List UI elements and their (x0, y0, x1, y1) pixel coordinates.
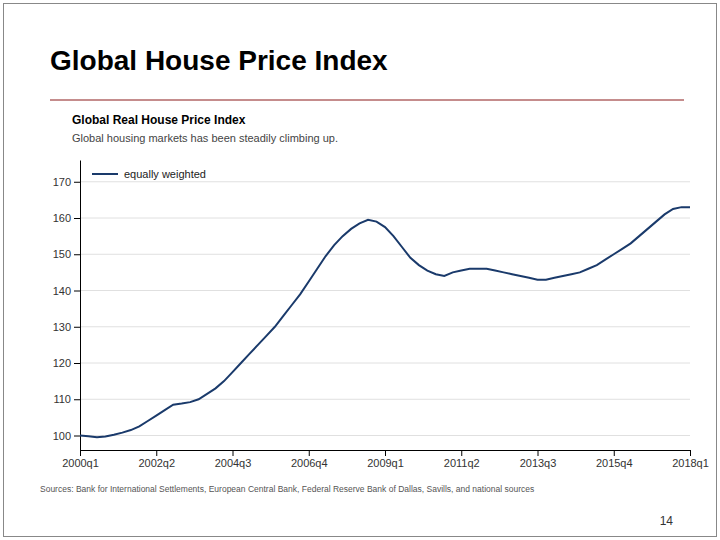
x-tick: 2011q2 (444, 450, 480, 469)
x-tick: 2004q3 (215, 450, 252, 469)
x-tick-mark (156, 450, 157, 456)
x-tick: 2006q4 (291, 450, 328, 469)
grid-line (80, 363, 690, 364)
y-tick-label: 130 (53, 321, 71, 333)
y-axis: 100 110 120 130 140 150 160 170 (53, 161, 81, 451)
x-tick-mark (614, 450, 615, 456)
y-tick-label: 160 (53, 212, 71, 224)
x-tick-mark (385, 450, 386, 456)
x-tick-label: 2011q2 (444, 457, 480, 469)
source-note: Sources: Bank for International Settleme… (40, 484, 534, 494)
x-tick: 2002q2 (138, 450, 175, 469)
y-tick: 130 (53, 321, 80, 333)
grid-line (80, 326, 690, 327)
grid-line (80, 218, 690, 219)
chart-title: Global Real House Price Index (72, 113, 246, 127)
x-tick-label: 2018q1 (672, 457, 709, 469)
y-tick-label: 110 (53, 393, 71, 405)
y-tick-mark (74, 291, 80, 292)
y-tick-mark (74, 363, 80, 364)
x-tick-mark (538, 450, 539, 456)
grid-line (80, 435, 690, 436)
y-tick-label: 120 (53, 357, 71, 369)
x-tick-label: 2015q4 (596, 457, 633, 469)
y-axis-line (80, 161, 81, 451)
y-tick: 140 (53, 285, 80, 297)
x-tick-label: 2006q4 (291, 457, 328, 469)
grid (80, 182, 690, 436)
page-number: 14 (660, 514, 674, 528)
x-tick-mark (461, 450, 462, 456)
slide-title: Global House Price Index (50, 45, 388, 76)
plot-area (80, 207, 690, 437)
x-tick: 2000q1 (62, 450, 99, 469)
x-tick-mark (233, 450, 234, 456)
grid-line (80, 181, 690, 182)
x-tick-mark (80, 450, 81, 456)
y-tick-mark (74, 218, 80, 219)
x-tick: 2018q1 (672, 450, 709, 469)
series-line (80, 207, 690, 437)
y-tick-mark (74, 254, 80, 255)
grid-line (80, 290, 690, 291)
y-tick-label: 150 (53, 248, 71, 260)
chart-subtitle: Global housing markets has been steadily… (72, 132, 338, 144)
x-tick: 2013q3 (520, 450, 557, 469)
grid-line (80, 399, 690, 400)
y-tick-label: 140 (53, 285, 71, 297)
legend-swatch (92, 173, 118, 175)
slide: Global House Price Index Global Real Hous… (0, 0, 720, 540)
x-tick: 2015q4 (596, 450, 633, 469)
x-axis: 2000q1 2002q2 2004q3 2006q4 2009q1 2011q2 2013… (62, 450, 709, 469)
grid-line (80, 254, 690, 255)
x-tick-label: 2002q2 (138, 457, 175, 469)
legend-label: equally weighted (124, 168, 206, 180)
x-tick-label: 2009q1 (367, 457, 404, 469)
y-tick: 160 (53, 212, 80, 224)
y-tick: 100 (53, 430, 80, 442)
y-tick-mark (74, 399, 80, 400)
x-tick-mark (309, 450, 310, 456)
divider (50, 100, 684, 101)
y-tick-mark (74, 182, 80, 183)
slide-border (4, 4, 717, 537)
x-tick-mark (690, 450, 691, 456)
x-tick: 2009q1 (367, 450, 404, 469)
y-tick-mark (74, 327, 80, 328)
x-tick-label: 2000q1 (62, 457, 99, 469)
y-tick: 120 (53, 357, 80, 369)
y-tick-label: 100 (53, 430, 71, 442)
legend: equally weighted (92, 168, 206, 180)
y-tick-label: 170 (53, 176, 71, 188)
y-tick-mark (74, 436, 80, 437)
y-tick: 150 (53, 248, 80, 260)
y-tick: 170 (53, 176, 80, 188)
y-tick: 110 (53, 393, 80, 405)
x-tick-label: 2013q3 (520, 457, 557, 469)
x-tick-label: 2004q3 (215, 457, 252, 469)
